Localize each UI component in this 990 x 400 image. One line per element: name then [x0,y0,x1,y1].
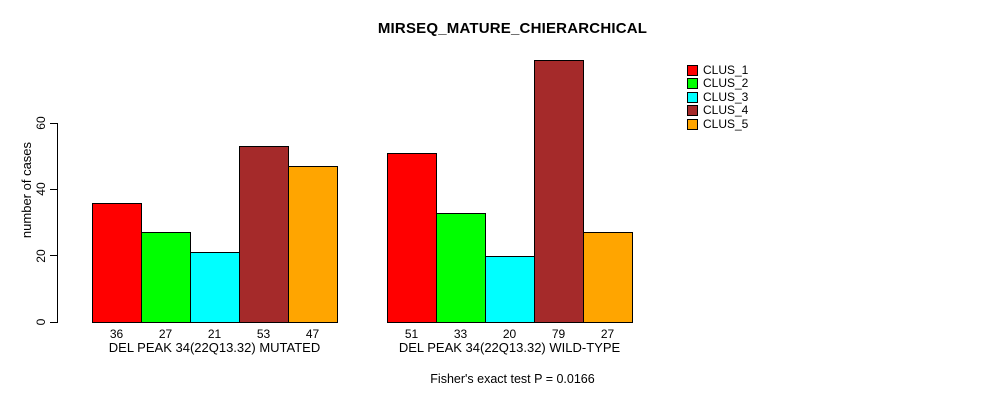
bar-value-label: 27 [158,327,173,341]
legend-label: CLUS_1 [703,63,749,77]
bar-clus_4-group1 [239,146,289,323]
bar-clus_3-group2 [485,255,535,323]
bar-value-label: 27 [600,327,615,341]
bar-clus_3-group1 [190,252,240,323]
legend-swatch-clus_4 [687,105,698,117]
legend-label: CLUS_2 [703,76,749,91]
y-axis-tick [50,122,57,124]
y-axis-tick-label: 20 [34,248,48,263]
bar-clus_4-group2 [534,59,584,323]
bar-value-label: 21 [207,327,222,341]
bar-value-label: 20 [502,327,517,341]
legend-swatch-clus_3 [687,91,698,103]
x-axis-group-label: DEL PEAK 34(22Q13.32) MUTATED [108,340,321,355]
y-axis-tick [50,188,57,190]
bar-value-label: 51 [404,327,419,341]
bar-clus_2-group1 [141,232,191,323]
bar-clus_5-group1 [288,166,338,323]
bar-value-label: 36 [109,327,124,341]
bar-value-label: 33 [453,327,468,341]
y-axis-tick-label: 40 [34,182,48,197]
y-axis-tick-label: 60 [34,116,48,130]
bar-value-label: 53 [256,327,271,341]
x-axis-group-label: DEL PEAK 34(22Q13.32) WILD-TYPE [398,340,621,355]
bar-value-label: 47 [305,327,320,341]
y-axis-tick [50,321,57,323]
legend-label: CLUS_3 [703,89,749,104]
stat-test-footer: Fisher's exact test P = 0.0166 [430,372,595,386]
y-axis-tick-label: 0 [34,318,48,326]
bar-clus_5-group2 [583,232,633,323]
y-axis-label: number of cases [19,141,34,239]
y-axis-line [57,123,58,323]
y-axis-tick [50,255,57,257]
legend-label: CLUS_5 [703,116,749,131]
legend-swatch-clus_2 [687,78,698,90]
bar-clus_2-group2 [436,212,486,323]
legend-swatch-clus_1 [687,65,698,76]
bar-clus_1-group1 [92,202,142,323]
bar-value-label: 79 [551,327,566,341]
legend-label: CLUS_4 [703,103,749,118]
legend-swatch-clus_5 [687,118,698,130]
chart-title: MIRSEQ_MATURE_CHIERARCHICAL [377,20,648,37]
bar-clus_1-group2 [387,152,437,323]
